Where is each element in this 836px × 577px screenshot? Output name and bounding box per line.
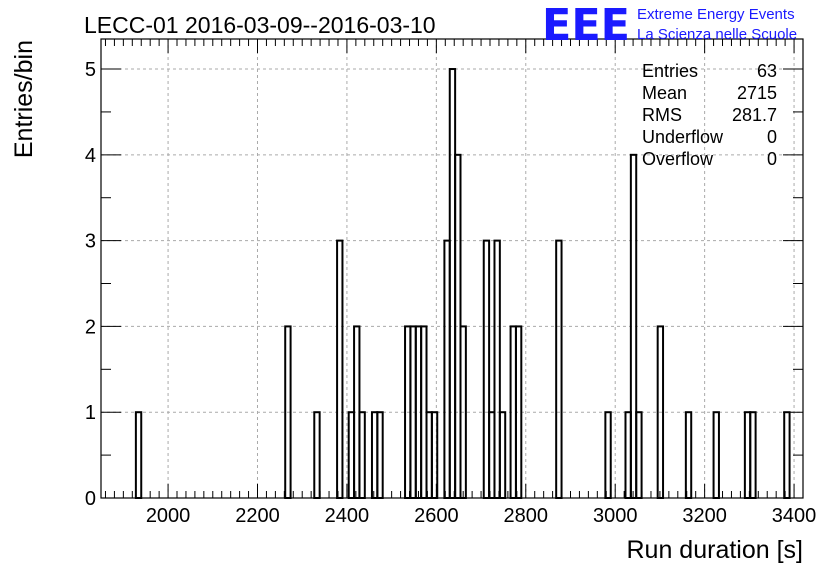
y-tick-label: 5 (85, 59, 96, 81)
histogram-bar (604, 411, 612, 499)
histogram-bar (783, 411, 791, 499)
y-tick-label: 0 (85, 488, 96, 510)
stats-label: RMS (642, 105, 682, 125)
histogram-bar (684, 411, 693, 499)
stats-label: Mean (642, 83, 687, 103)
stats-label: Entries (642, 61, 698, 81)
x-tick-label: 3200 (682, 505, 727, 527)
histogram-bar (336, 239, 344, 499)
logo-line-2: La Scienza nelle Scuole (637, 26, 797, 43)
y-tick-label: 3 (85, 231, 96, 253)
x-tick-label: 2000 (146, 505, 191, 527)
histogram-bar (498, 411, 507, 499)
y-tick-label: 2 (85, 316, 96, 338)
stats-value: 281.7 (732, 105, 777, 125)
histogram-bar (358, 411, 366, 499)
x-axis-label: Run duration [s] (627, 536, 804, 564)
histogram-bar (376, 411, 384, 499)
logo-line-1: Extreme Energy Events (637, 6, 795, 23)
histogram-bar (749, 411, 757, 499)
eee-logo-mark: EEE (542, 0, 630, 51)
x-tick-label: 2400 (325, 505, 370, 527)
y-axis-label: Entries/bin (10, 40, 38, 158)
histogram-bar (712, 411, 720, 499)
plot-frame (100, 38, 804, 499)
x-tick-label: 3000 (593, 505, 638, 527)
x-tick-label: 2600 (414, 505, 459, 527)
eee-logo: EEE Extreme Energy Events La Scienza nel… (542, 0, 797, 51)
grid-layer (101, 39, 803, 498)
histogram-bar (313, 411, 321, 499)
x-tick-label: 3400 (772, 505, 817, 527)
stats-value: 0 (767, 127, 777, 147)
y-tick-label: 4 (85, 145, 96, 167)
chart-title: LECC-01 2016-03-09--2016-03-10 (84, 12, 436, 38)
stats-value: 0 (767, 149, 777, 169)
tick-labels: 2000 2200 2400 2600 2800 3000 3200 3400 0 1 2 3 4 5 (85, 59, 816, 527)
stats-label: Underflow (642, 127, 724, 147)
y-tick-label: 1 (85, 402, 96, 424)
histogram-bar (635, 411, 643, 499)
stats-label: Overflow (642, 149, 714, 169)
x-tick-label: 2800 (504, 505, 549, 527)
histogram-bar (134, 411, 143, 499)
x-tick-label: 2200 (235, 505, 280, 527)
stats-box: Entries 63 Mean 2715 RMS 281.7 Underflow 0 Overf… (642, 61, 777, 169)
stats-value: 63 (757, 61, 777, 81)
histogram-bar (514, 325, 523, 500)
histogram-bar (555, 239, 563, 499)
stats-value: 2715 (737, 83, 777, 103)
ticks-layer (101, 39, 804, 499)
histogram-bar (430, 411, 439, 499)
